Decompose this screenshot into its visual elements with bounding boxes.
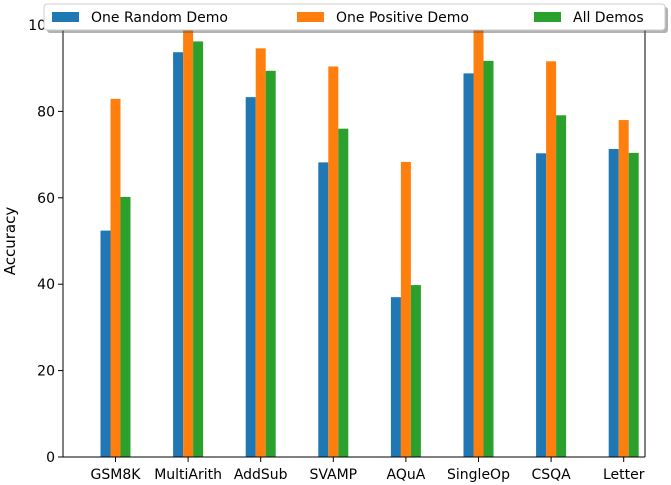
bar-csqa-series-1 bbox=[536, 153, 547, 458]
bar-singleop-series-2 bbox=[473, 25, 484, 457]
bar-addsub-series-2 bbox=[255, 48, 266, 457]
bar-multiarith-series-1 bbox=[173, 52, 184, 457]
legend-box bbox=[43, 3, 666, 31]
y-tick-label: 80 bbox=[37, 104, 55, 120]
y-axis-label: Accuracy bbox=[1, 207, 19, 276]
y-tick-label: 0 bbox=[46, 450, 55, 466]
x-tick-label-singleop: SingleOp bbox=[447, 467, 510, 483]
x-tick-label-multiarith: MultiArith bbox=[154, 467, 222, 483]
y-tick-label: 20 bbox=[37, 364, 55, 380]
bar-singleop-series-1 bbox=[463, 73, 474, 457]
bar-letter-series-1 bbox=[608, 148, 619, 458]
bar-letter-series-2 bbox=[618, 120, 629, 457]
legend-label-series-1: One Random Demo bbox=[91, 10, 228, 26]
legend-swatch-series-2 bbox=[297, 12, 324, 22]
bar-aqua-series-3 bbox=[410, 285, 421, 457]
legend-label-series-2: One Positive Demo bbox=[336, 10, 469, 26]
legend-swatch-series-1 bbox=[52, 12, 79, 22]
bar-svamp-series-1 bbox=[318, 162, 329, 457]
x-tick-label-aqua: AQuA bbox=[386, 467, 425, 483]
x-tick-label-addsub: AddSub bbox=[234, 467, 288, 483]
legend-label-series-3: All Demos bbox=[573, 10, 644, 26]
bar-multiarith-series-3 bbox=[193, 41, 204, 458]
bar-csqa-series-3 bbox=[556, 115, 567, 457]
bar-gsm8k-series-1 bbox=[100, 230, 111, 457]
bar-gsm8k-series-3 bbox=[120, 196, 131, 457]
y-tick-label: 40 bbox=[37, 277, 55, 293]
legend: One Random Demo One Positive Demo All Demo… bbox=[43, 3, 668, 33]
y-tick-label: 60 bbox=[37, 191, 55, 207]
bar-svamp-series-3 bbox=[338, 128, 349, 457]
bar-addsub-series-1 bbox=[245, 97, 256, 457]
bar-gsm8k-series-2 bbox=[110, 98, 121, 458]
bar-letter-series-3 bbox=[628, 152, 639, 457]
x-tick-label-gsm8k: GSM8K bbox=[91, 467, 142, 483]
bar-singleop-series-3 bbox=[483, 60, 494, 458]
x-tick-label-svamp: SVAMP bbox=[309, 467, 357, 483]
bar-multiarith-series-2 bbox=[183, 25, 194, 457]
bar-csqa-series-2 bbox=[546, 61, 557, 457]
bars-layer bbox=[100, 25, 639, 458]
bar-aqua-series-1 bbox=[390, 297, 401, 457]
bar-addsub-series-3 bbox=[265, 70, 276, 457]
legend-swatch-series-3 bbox=[534, 12, 561, 22]
x-tick-label-csqa: CSQA bbox=[531, 467, 571, 483]
bar-aqua-series-2 bbox=[400, 161, 411, 457]
bar-svamp-series-2 bbox=[328, 66, 339, 457]
x-tick-label-letter: Letter bbox=[603, 467, 645, 483]
